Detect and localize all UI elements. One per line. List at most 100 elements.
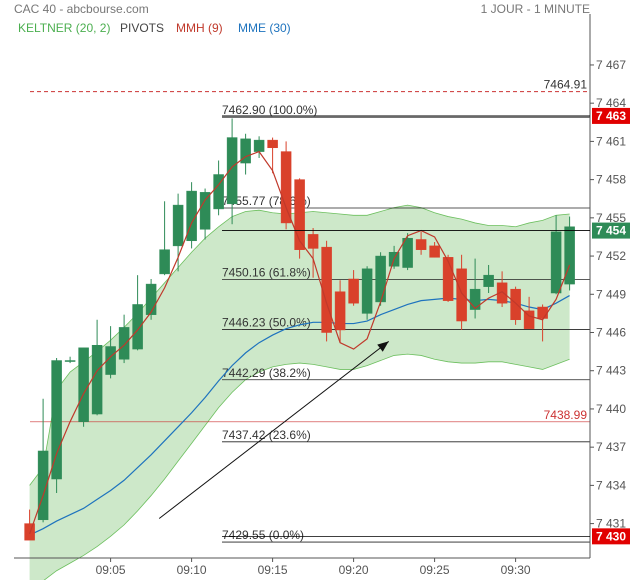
x-tick-label: 09:10 <box>177 563 207 577</box>
candle-body <box>37 450 49 521</box>
candle-body <box>469 288 481 310</box>
candle <box>402 233 413 271</box>
candle <box>253 136 265 158</box>
candle-body <box>64 360 76 362</box>
candle <box>240 133 251 175</box>
price-tag-label: 7 463 <box>596 109 626 123</box>
candle-body <box>118 327 130 360</box>
candle-body <box>415 239 427 250</box>
indicator-mme[interactable]: MME (30) <box>238 21 291 35</box>
candle <box>199 188 211 240</box>
candle-body <box>442 257 454 301</box>
candle-body <box>91 344 103 415</box>
pivot-lines: 7464.91 7438.99 <box>30 78 590 423</box>
candle-body <box>510 288 521 321</box>
x-tick-label: 09:20 <box>339 563 369 577</box>
indicator-mmh[interactable]: MMH (9) <box>176 21 223 35</box>
candle-body <box>550 231 562 294</box>
candle <box>132 275 143 351</box>
candle <box>307 228 319 278</box>
candle <box>564 216 575 291</box>
price-tag-box <box>592 222 630 239</box>
y-tick-label: 7 458 <box>596 173 626 187</box>
mmh-series <box>29 150 571 534</box>
trend-arrow <box>158 341 390 519</box>
keltner-lower-line <box>43 353 570 580</box>
candle <box>51 357 62 494</box>
candle-body <box>172 204 184 247</box>
candle <box>267 137 278 174</box>
candle-body <box>564 226 575 285</box>
candle <box>429 242 440 258</box>
price-tags: 7 463 7 454 7 430 <box>222 107 630 545</box>
candle <box>334 280 346 343</box>
fib-level-label: 7442.29 (38.2%) <box>222 366 311 380</box>
candle-body <box>132 304 143 350</box>
y-tick-label: 7 455 <box>596 211 626 225</box>
y-tick-label: 7 440 <box>596 402 626 416</box>
candle <box>375 252 386 306</box>
candle-body <box>199 192 211 230</box>
axes: 7 431 7 434 7 437 7 440 7 443 7 446 7 449 7 452… <box>14 14 626 577</box>
candle-body <box>496 282 508 304</box>
trend-arrow-head <box>377 341 389 352</box>
pivot-label: 7438.99 <box>544 408 588 422</box>
candle-body <box>375 255 386 303</box>
chart-period: 1 JOUR - 1 MINUTE <box>480 2 590 16</box>
indicator-pivots[interactable]: PIVOTS <box>120 21 165 35</box>
y-tick-label: 7 434 <box>596 478 626 492</box>
candle <box>145 278 157 320</box>
candle-body <box>78 347 89 422</box>
y-tick-label: 7 437 <box>596 440 626 454</box>
fibonacci-levels: 7462.90 (100.0%)7455.77 (78.6%)7450.16 (… <box>222 103 590 543</box>
candle-body <box>537 306 548 319</box>
candle-body <box>361 268 373 314</box>
candle-body <box>523 310 535 329</box>
keltner-fill <box>29 205 570 580</box>
keltner-band <box>29 204 570 580</box>
chart-title: CAC 40 - abcbourse.com <box>14 2 149 16</box>
candle-body <box>456 268 467 322</box>
candle <box>213 160 224 216</box>
candle-body <box>334 291 346 331</box>
y-tick-label: 7 449 <box>596 287 626 301</box>
candle <box>321 240 332 342</box>
candle <box>348 270 359 306</box>
price-tag-box <box>592 107 630 124</box>
x-tick-label: 09:05 <box>96 563 126 577</box>
candlesticks <box>24 118 575 541</box>
candle-body <box>105 346 116 375</box>
price-tag-box <box>592 528 630 545</box>
x-tick-label: 09:25 <box>420 563 450 577</box>
y-tick-label: 7 452 <box>596 249 626 263</box>
candle-body <box>267 139 278 149</box>
candle <box>24 509 35 541</box>
candle-body <box>51 360 62 480</box>
candle <box>105 326 116 379</box>
candle-body <box>483 274 494 287</box>
y-tick-label: 7 446 <box>596 326 626 340</box>
y-tick-label: 7 467 <box>596 58 626 72</box>
candle <box>496 271 508 308</box>
candle <box>172 193 184 272</box>
candle-body <box>321 246 332 333</box>
candle <box>550 215 562 295</box>
y-tick-label: 7 431 <box>596 517 626 531</box>
candle-body <box>348 278 359 304</box>
candle-body <box>280 151 292 224</box>
candle-body <box>429 245 440 258</box>
fib-level-label: 7446.23 (50.0%) <box>222 316 311 330</box>
candle-body <box>145 283 157 315</box>
price-tag-label: 7 430 <box>596 529 626 543</box>
fib-level-label: 7437.42 (23.6%) <box>222 428 311 442</box>
fib-level-label: 7462.90 (100.0%) <box>222 103 317 117</box>
candle <box>118 314 130 364</box>
candle <box>361 266 373 320</box>
y-tick-label: 7 464 <box>596 96 626 110</box>
candle <box>523 296 535 329</box>
trend-arrow-line <box>158 341 390 519</box>
indicator-keltner[interactable]: KELTNER (20, 2) <box>18 21 111 35</box>
y-tick-label: 7 443 <box>596 364 626 378</box>
pivot-label: 7464.91 <box>544 78 588 92</box>
